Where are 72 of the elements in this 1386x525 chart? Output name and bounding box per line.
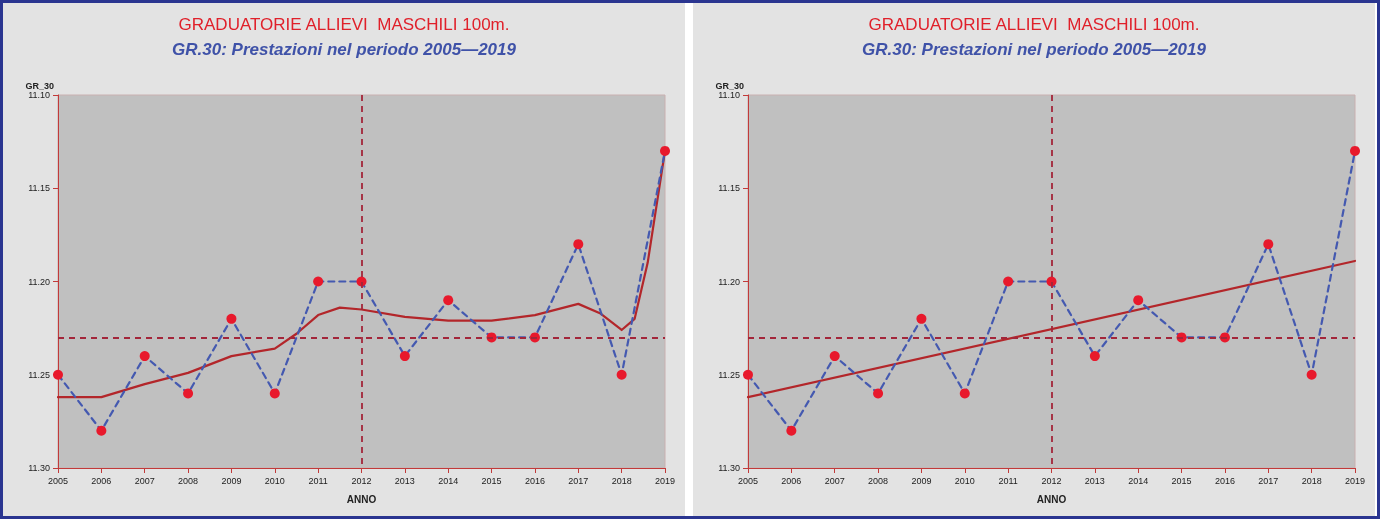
y-tick-label: 11.25 [718,369,740,380]
y-tick-label: 11.15 [28,183,50,194]
x-axis-title: ANNO [1036,493,1067,505]
x-tick-label: 2016 [1214,475,1235,486]
point [139,351,150,362]
x-tick-label: 2017 [1258,475,1279,486]
point [96,425,107,436]
point [916,313,927,324]
point [743,369,753,380]
point [660,145,670,156]
chart-subtitle: GR.30: Prestazioni nel periodo 2005—2019 [172,40,517,59]
chart-title: GRADUATORIE ALLIEVI MASCHILI 100m. [868,15,1200,34]
point [959,388,970,399]
x-tick-label: 2014 [1128,475,1149,486]
point [786,425,797,436]
x-tick-label: 2006 [781,475,802,486]
x-tick-label: 2005 [47,475,69,486]
x-tick-label: 2011 [998,475,1018,486]
point [1350,145,1360,156]
x-tick-label: 2019 [654,475,676,486]
point [1003,276,1014,287]
point [1133,295,1144,306]
x-tick-label: 2013 [394,475,415,486]
x-tick-label: 2018 [611,475,632,486]
x-tick-label: 2011 [308,475,328,486]
x-tick-label: 2009 [221,475,242,486]
point [399,351,410,362]
point [616,369,627,380]
x-tick-label: 2013 [1084,475,1105,486]
point [443,295,454,306]
point [226,313,237,324]
x-tick-label: 2009 [911,475,932,486]
point [829,351,840,362]
point [183,388,194,399]
x-tick-label: 2012 [1041,475,1062,486]
point [269,388,280,399]
x-tick-label: 2010 [954,475,975,486]
x-tick-label: 2010 [264,475,285,486]
y-tick-label: 11.30 [28,463,50,473]
y-tick-label: 11.20 [28,276,50,287]
point [1089,351,1100,362]
x-axis-title: ANNO [346,493,377,505]
chart-title: GRADUATORIE ALLIEVI MASCHILI 100m. [178,15,510,34]
y-tick-label: 11.10 [718,90,740,100]
point [1263,239,1274,250]
y-tick-label: 11.30 [718,463,740,473]
x-tick-label: 2005 [737,475,759,486]
x-tick-label: 2016 [524,475,545,486]
y-tick-label: 11.10 [28,90,50,100]
x-tick-label: 2015 [1171,475,1192,486]
y-tick-label: 11.25 [28,369,50,380]
x-tick-label: 2012 [351,475,372,486]
x-tick-label: 2019 [1344,475,1366,486]
point [873,388,884,399]
x-tick-label: 2017 [568,475,589,486]
x-tick-label: 2006 [91,475,112,486]
point [53,369,63,380]
y-tick-label: 11.20 [718,276,740,287]
y-axis-title: GR_30 [25,81,54,92]
x-tick-label: 2014 [438,475,459,486]
x-tick-label: 2008 [868,475,889,486]
point [1306,369,1317,380]
y-tick-label: 11.15 [718,183,740,194]
x-tick-label: 2015 [481,475,502,486]
point [573,239,584,250]
chart-subtitle: GR.30: Prestazioni nel periodo 2005—2019 [862,40,1207,59]
x-tick-label: 2008 [178,475,199,486]
x-tick-label: 2007 [824,475,845,486]
point [313,276,324,287]
y-axis-title: GR_30 [715,81,744,92]
x-tick-label: 2007 [134,475,155,486]
x-tick-label: 2018 [1301,475,1322,486]
